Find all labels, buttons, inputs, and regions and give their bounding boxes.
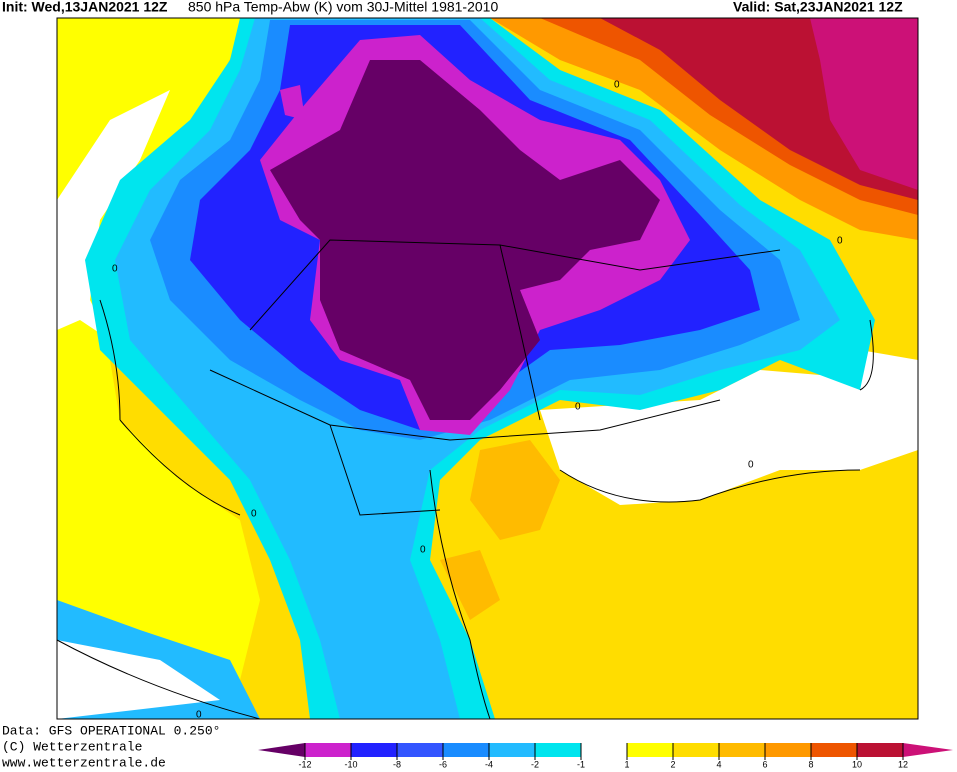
contour-label: 0 [112, 264, 118, 275]
website: www.wetterzentrale.de [2, 755, 166, 770]
colorbar-segment [719, 743, 765, 757]
contour-label: 0 [196, 710, 202, 721]
colorbar-tick-label: -4 [485, 759, 493, 769]
colorbar-segment [581, 743, 627, 757]
contour-label: 0 [748, 460, 754, 471]
colorbar-tick-label: -8 [393, 759, 401, 769]
colorbar-segment [765, 743, 811, 757]
colorbar-tick-label: -12 [298, 759, 311, 769]
valid-time: Valid: Sat,23JAN2021 12Z [733, 0, 903, 15]
colorbar-tick-label: -10 [344, 759, 357, 769]
colorbar-extend-high [903, 743, 953, 757]
colorbar-segment [811, 743, 857, 757]
colorbar-tick-label: 10 [852, 759, 862, 769]
data-source: Data: GFS OPERATIONAL 0.250° [2, 723, 220, 738]
contour-label: 0 [837, 236, 843, 247]
colorbar-segment [673, 743, 719, 757]
colorbar-tick-label: 1 [624, 759, 629, 769]
colorbar-tick-label: 8 [808, 759, 813, 769]
colorbar: -12 -10 -8 -6 -4 -2 -1 1 2 4 6 8 10 12 [258, 743, 953, 769]
contour-label: 0 [575, 402, 581, 413]
colorbar-segment [305, 743, 351, 757]
map-title: 850 hPa Temp-Abw (K) vom 30J-Mittel 1981… [188, 0, 498, 15]
colorbar-segment [535, 743, 581, 757]
colorbar-tick-label: 4 [716, 759, 721, 769]
contour-label: 0 [251, 509, 257, 520]
colorbar-tick-label: -2 [531, 759, 539, 769]
contour-label: 0 [420, 545, 426, 556]
colorbar-segment [397, 743, 443, 757]
colorbar-segment [627, 743, 673, 757]
colorbar-extend-low [258, 743, 305, 757]
colorbar-tick-label: -1 [577, 759, 585, 769]
map: 0 0 0 0 0 0 0 0 [56, 17, 919, 721]
colorbar-segment [489, 743, 535, 757]
init-time: Init: Wed,13JAN2021 12Z [2, 0, 168, 15]
colorbar-tick-label: 2 [670, 759, 675, 769]
colorbar-segment [857, 743, 903, 757]
colorbar-tick-label: -6 [439, 759, 447, 769]
colorbar-segment [443, 743, 489, 757]
contour-label: 0 [614, 80, 620, 91]
colorbar-segment [351, 743, 397, 757]
colorbar-tick-label: 12 [898, 759, 908, 769]
copyright: (C) Wetterzentrale [2, 739, 142, 754]
colorbar-tick-label: 6 [762, 759, 767, 769]
